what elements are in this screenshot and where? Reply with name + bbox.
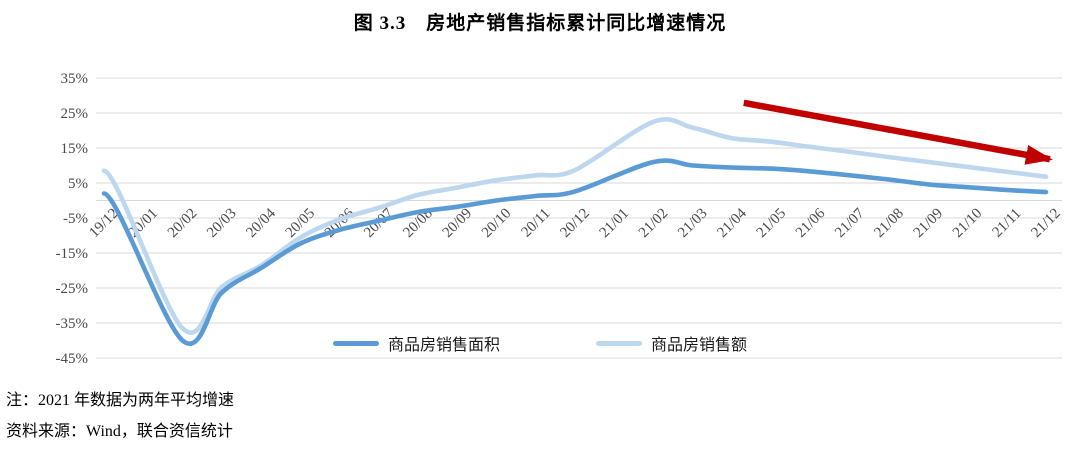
chart-legend: 商品房销售面积 商品房销售额 <box>0 331 1080 355</box>
trend-arrow <box>743 99 1053 165</box>
legend-label: 商品房销售面积 <box>387 337 500 354</box>
legend-label: 商品房销售额 <box>651 337 748 354</box>
x-tick-label: 21/10 <box>950 206 985 241</box>
footnote-note: 注：2021 年数据为两年平均增速 <box>6 392 235 409</box>
x-tick-label: 21/03 <box>675 206 710 241</box>
x-tick-label: 21/02 <box>636 206 671 241</box>
legend-line-swatch <box>596 340 642 346</box>
x-tick-label: 20/11 <box>518 206 553 241</box>
x-tick-label: 21/06 <box>793 205 829 241</box>
legend-item: 商品房销售面积 <box>332 331 500 355</box>
y-tick-label: 15% <box>61 141 89 157</box>
x-tick-label: 20/02 <box>165 206 200 241</box>
x-tick-label: 21/11 <box>989 206 1024 241</box>
x-tick-label: 21/12 <box>1028 206 1063 241</box>
chart-title: 图 3.3 房地产销售指标累计同比增速情况 <box>353 13 727 34</box>
x-tick-label: 21/07 <box>832 205 868 241</box>
series-lines <box>101 117 1049 346</box>
x-tick-label: 20/09 <box>440 206 475 241</box>
x-tick-label: 20/03 <box>204 206 239 241</box>
y-tick-label: 25% <box>61 106 89 122</box>
x-tick-label: 21/09 <box>911 206 946 241</box>
y-tick-label: -5% <box>63 211 88 227</box>
x-tick-label: 21/08 <box>871 206 906 241</box>
x-axis-labels: 19/12 20/01 20/02 20/03 20/04 20/05 20/06 20/07… <box>86 205 1063 241</box>
footnote-source: 资料来源：Wind，联合资信统计 <box>6 423 233 440</box>
x-tick-label: 21/04 <box>714 205 750 241</box>
x-tick-label: 21/05 <box>754 206 789 241</box>
footnotes: 注：2021 年数据为两年平均增速 资料来源：Wind，联合资信统计 <box>6 385 234 447</box>
y-tick-label: -25% <box>56 281 89 297</box>
legend-item: 商品房销售额 <box>596 331 747 355</box>
y-tick-label: 5% <box>68 176 88 192</box>
x-tick-label: 21/01 <box>597 206 632 241</box>
y-tick-label: -45% <box>56 351 89 367</box>
y-tick-label: -15% <box>56 246 89 262</box>
y-tick-label: 35% <box>61 71 89 87</box>
series-line-商品房销售面积 <box>101 158 1049 346</box>
y-tick-label: -35% <box>56 316 89 332</box>
x-tick-label: 20/04 <box>243 205 279 241</box>
legend-line-swatch <box>332 340 379 346</box>
x-tick-label: 20/12 <box>557 206 592 241</box>
y-axis-labels: 35% 25% 15% 5% -5% -15% -25% -35% -45% <box>56 71 89 367</box>
x-tick-label: 20/10 <box>479 206 514 241</box>
